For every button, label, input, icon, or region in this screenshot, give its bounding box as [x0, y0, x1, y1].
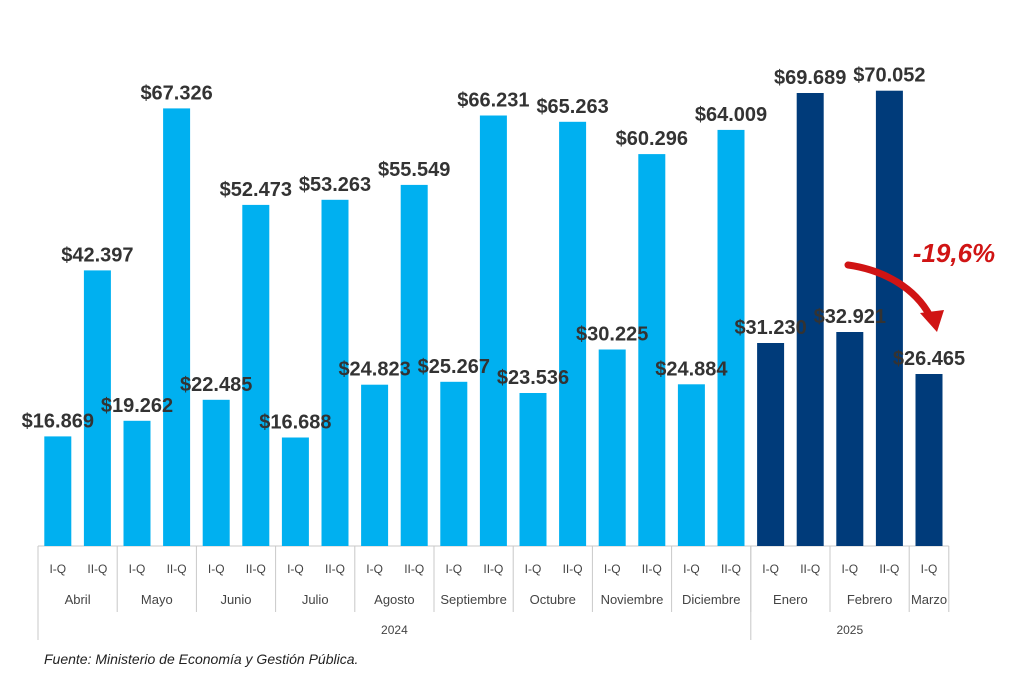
bar-value-label: $64.009 [695, 104, 767, 126]
half-tick-label: I-Q [525, 562, 542, 576]
bar [202, 399, 230, 546]
bar-value-label: $53.263 [299, 174, 371, 196]
bar [559, 121, 587, 547]
bar [796, 93, 824, 546]
bar [677, 384, 705, 546]
bar-value-label: $30.225 [576, 324, 648, 346]
half-tick-label: I-Q [129, 562, 146, 576]
half-tick-label: I-Q [208, 562, 225, 576]
bar-layer [44, 90, 943, 547]
bar-value-label: $66.231 [457, 90, 529, 112]
bar-value-label: $19.262 [101, 395, 173, 417]
bar-value-label: $65.263 [536, 96, 608, 118]
bar [717, 129, 745, 546]
bar-value-label: $24.884 [655, 358, 728, 380]
year-tick-label: 2024 [381, 623, 408, 637]
label-layer: $16.869 $42.397 $19.262 $67.326 $22.485 $52.4… [22, 65, 965, 434]
month-tick-label: Diciembre [682, 592, 741, 607]
half-tick-label: II-Q [87, 562, 107, 576]
half-tick-label: I-Q [841, 562, 858, 576]
source-note: Fuente: Ministerio de Economía y Gestión… [44, 651, 359, 667]
bar [598, 349, 626, 546]
bar [83, 270, 111, 546]
bar-value-label: $26.465 [893, 348, 965, 370]
bar [361, 384, 389, 546]
bar [915, 374, 943, 546]
bar [479, 115, 507, 546]
month-tick-label: Septiembre [440, 592, 506, 607]
bar-value-label: $60.296 [616, 128, 688, 150]
bar [123, 420, 151, 546]
half-tick-label: II-Q [563, 562, 583, 576]
bar-value-label: $32.921 [814, 306, 886, 328]
bar [321, 199, 349, 547]
axis-layer: I-Q II-Q I-Q II-Q I-Q II-Q I-Q II-Q I-Q II-Q I-Q II… [37, 545, 950, 640]
bar-value-label: $69.689 [774, 67, 846, 89]
half-tick-label: II-Q [404, 562, 424, 576]
bar [757, 343, 785, 546]
bar [519, 393, 547, 546]
bar [836, 332, 864, 546]
half-tick-label: II-Q [483, 562, 503, 576]
bar-value-label: $42.397 [61, 244, 133, 266]
bar-value-label: $16.688 [259, 412, 331, 434]
bar-value-label: $22.485 [180, 374, 252, 396]
bar-value-label: $24.823 [338, 359, 410, 381]
bar-value-label: $31.230 [734, 317, 806, 339]
year-tick-label: 2025 [836, 623, 863, 637]
half-tick-label: II-Q [325, 562, 345, 576]
half-tick-label: I-Q [921, 562, 938, 576]
half-tick-label: I-Q [604, 562, 621, 576]
half-tick-label: I-Q [445, 562, 462, 576]
bar-value-label: $25.267 [418, 356, 490, 378]
half-tick-label: II-Q [800, 562, 820, 576]
month-tick-label: Enero [773, 592, 808, 607]
bar-value-label: $55.549 [378, 159, 450, 181]
bar [875, 90, 903, 546]
half-tick-label: I-Q [762, 562, 779, 576]
bar [163, 108, 191, 547]
bar [638, 154, 666, 546]
half-tick-label: II-Q [879, 562, 899, 576]
half-tick-label: I-Q [287, 562, 304, 576]
bar-value-label: $70.052 [853, 65, 925, 87]
month-tick-label: Junio [220, 592, 251, 607]
bar-value-label: $67.326 [140, 82, 212, 104]
half-tick-label: I-Q [366, 562, 383, 576]
bar [281, 437, 309, 546]
decline-arrow [844, 261, 934, 320]
half-tick-label: I-Q [49, 562, 66, 576]
bar [400, 184, 428, 546]
month-tick-label: Julio [302, 592, 329, 607]
month-tick-label: Noviembre [601, 592, 664, 607]
month-tick-label: Febrero [847, 592, 893, 607]
bar [242, 204, 270, 546]
month-tick-label: Agosto [374, 592, 414, 607]
half-tick-label: I-Q [683, 562, 700, 576]
bar-value-label: $23.536 [497, 367, 569, 389]
bar-value-label: $52.473 [220, 179, 292, 201]
month-tick-label: Marzo [911, 592, 947, 607]
half-tick-label: II-Q [721, 562, 741, 576]
annotation-layer: -19,6% [844, 238, 995, 332]
month-tick-label: Mayo [141, 592, 173, 607]
decline-percentage: -19,6% [913, 238, 995, 268]
bar [440, 381, 468, 546]
half-tick-label: II-Q [246, 562, 266, 576]
bar-value-label: $16.869 [22, 410, 94, 432]
half-tick-label: II-Q [167, 562, 187, 576]
month-tick-label: Octubre [530, 592, 576, 607]
decline-arrowhead-icon [920, 310, 944, 332]
bar [44, 436, 72, 546]
month-tick-label: Abril [65, 592, 91, 607]
half-tick-label: II-Q [642, 562, 662, 576]
